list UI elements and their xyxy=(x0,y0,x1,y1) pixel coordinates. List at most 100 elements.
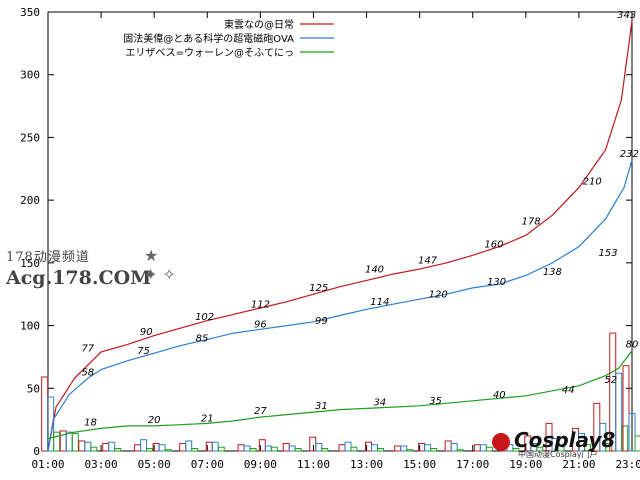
histogram-bar-red xyxy=(282,442,290,452)
histogram-bar-red xyxy=(41,376,49,452)
histogram-bar-green xyxy=(557,445,565,452)
histogram-bar-green xyxy=(146,447,154,452)
histogram-bar-blue xyxy=(344,441,352,452)
histogram-bar-blue xyxy=(140,439,148,452)
x-tick-label: 09:00 xyxy=(244,458,277,471)
plot-frame xyxy=(47,11,633,452)
histogram-bar-blue xyxy=(47,396,55,452)
data-label: 147 xyxy=(418,256,438,267)
data-label: 120 xyxy=(429,289,448,300)
y-tick-label: 350 xyxy=(20,6,40,19)
histogram-bar-green xyxy=(605,442,613,452)
x-tick-label: 21:00 xyxy=(562,458,595,471)
x-tick-label: 05:00 xyxy=(138,458,171,471)
stars-icon: ★ ✦ ✧ xyxy=(144,246,176,284)
histogram-bar-green xyxy=(584,444,592,452)
data-label: 90 xyxy=(140,327,153,338)
data-label: 125 xyxy=(309,283,328,294)
x-tick-label: 01:00 xyxy=(31,458,64,471)
histogram-bar-green xyxy=(90,446,98,452)
cosplay8-logo-icon xyxy=(492,432,510,451)
data-label: 58 xyxy=(81,367,94,378)
x-tick-label: 17:00 xyxy=(456,458,489,471)
data-label: 153 xyxy=(599,248,618,259)
histogram-bar-green xyxy=(114,447,122,452)
x-tick-label: 13:00 xyxy=(350,458,383,471)
histogram-bar-blue xyxy=(315,442,323,452)
histogram-bar-green xyxy=(164,449,172,452)
data-label: 31 xyxy=(315,401,328,412)
y-tick-label: 200 xyxy=(20,194,40,207)
y-tick-label: 100 xyxy=(20,320,40,333)
histogram-bar-green xyxy=(217,446,225,452)
data-label: 20 xyxy=(148,415,161,426)
acg178-watermark: 178动漫频道 Acg.178.COM ★ ✦ ✧ xyxy=(6,246,176,289)
acg178-watermark-line1: 178动漫频道 xyxy=(6,250,90,265)
histogram-bar-blue xyxy=(450,442,458,452)
histogram-bar-red xyxy=(622,365,630,452)
histogram-bar-blue xyxy=(628,412,636,452)
data-label: 160 xyxy=(484,239,503,250)
histogram-bar-blue xyxy=(158,444,166,452)
histogram-bar-red xyxy=(545,422,553,452)
histogram-bar-green xyxy=(536,446,544,452)
histogram-bar-green xyxy=(321,447,329,452)
x-tick-label: 15:00 xyxy=(403,458,436,471)
histogram-bar-green xyxy=(270,446,278,452)
histogram-bar-blue xyxy=(288,445,296,452)
histogram-bar-green xyxy=(634,435,640,452)
histogram-bar-green xyxy=(71,432,79,452)
histogram-bar-red xyxy=(134,444,142,452)
series-line-3 xyxy=(47,350,633,440)
histogram-bar-red xyxy=(78,440,86,452)
histogram-bar-blue xyxy=(615,372,623,452)
histogram-bar-blue xyxy=(84,441,92,452)
data-label: 85 xyxy=(196,333,209,344)
x-tick-label: 07:00 xyxy=(191,458,224,471)
histogram-bar-green xyxy=(350,446,358,452)
data-label: 138 xyxy=(543,267,562,278)
data-label: 34 xyxy=(373,397,386,408)
cosplay8-watermark: Cosplay8 中国动漫Cosplay门户 xyxy=(492,428,632,460)
histogram-bar-red xyxy=(179,442,187,452)
histogram-bar-red xyxy=(258,439,266,452)
histogram-bar-green xyxy=(53,431,61,452)
histogram-bar-red xyxy=(473,444,481,452)
histogram-bar-blue xyxy=(108,441,116,452)
histogram-bar-blue xyxy=(65,431,73,452)
histogram-bar-green xyxy=(294,447,302,452)
histogram-bar-green xyxy=(249,447,257,452)
data-label: 99 xyxy=(315,316,328,327)
data-label: 96 xyxy=(254,320,267,331)
series-line-2 xyxy=(47,159,633,452)
data-label: 210 xyxy=(583,177,602,188)
cosplay8-watermark-line2: 中国动漫Cosplay门户 xyxy=(518,450,598,459)
data-label: 102 xyxy=(195,312,214,323)
legend-label-3: エリザベス=ウォーレン@そふてにっ xyxy=(125,47,294,59)
histogram-bar-blue xyxy=(424,444,432,452)
data-label: 343 xyxy=(617,10,636,21)
x-tick-label: 03:00 xyxy=(85,458,118,471)
histogram-bar-green xyxy=(406,449,414,452)
histogram-bar-red xyxy=(102,442,110,452)
histogram-bar-green xyxy=(512,447,520,452)
histogram-bar-red xyxy=(237,444,245,452)
y-tick-label: 250 xyxy=(20,131,40,144)
y-tick-label: 50 xyxy=(27,382,40,395)
histogram-bar-blue xyxy=(578,432,586,452)
data-label: 18 xyxy=(84,417,97,428)
data-label: 75 xyxy=(137,346,150,357)
data-label: 77 xyxy=(81,343,94,354)
data-label: 178 xyxy=(522,217,541,228)
histogram-bar-blue xyxy=(551,437,559,452)
data-label: 44 xyxy=(562,385,575,396)
legend-label-1: 東雲なの@日常 xyxy=(224,18,294,31)
y-tick-label: 300 xyxy=(20,69,40,82)
data-label: 80 xyxy=(626,340,639,351)
y-tick-label: 150 xyxy=(20,257,40,270)
histogram-bar-green xyxy=(485,446,493,452)
data-label: 40 xyxy=(493,390,506,401)
histogram-bar-red xyxy=(338,444,346,452)
data-label: 27 xyxy=(254,406,267,417)
